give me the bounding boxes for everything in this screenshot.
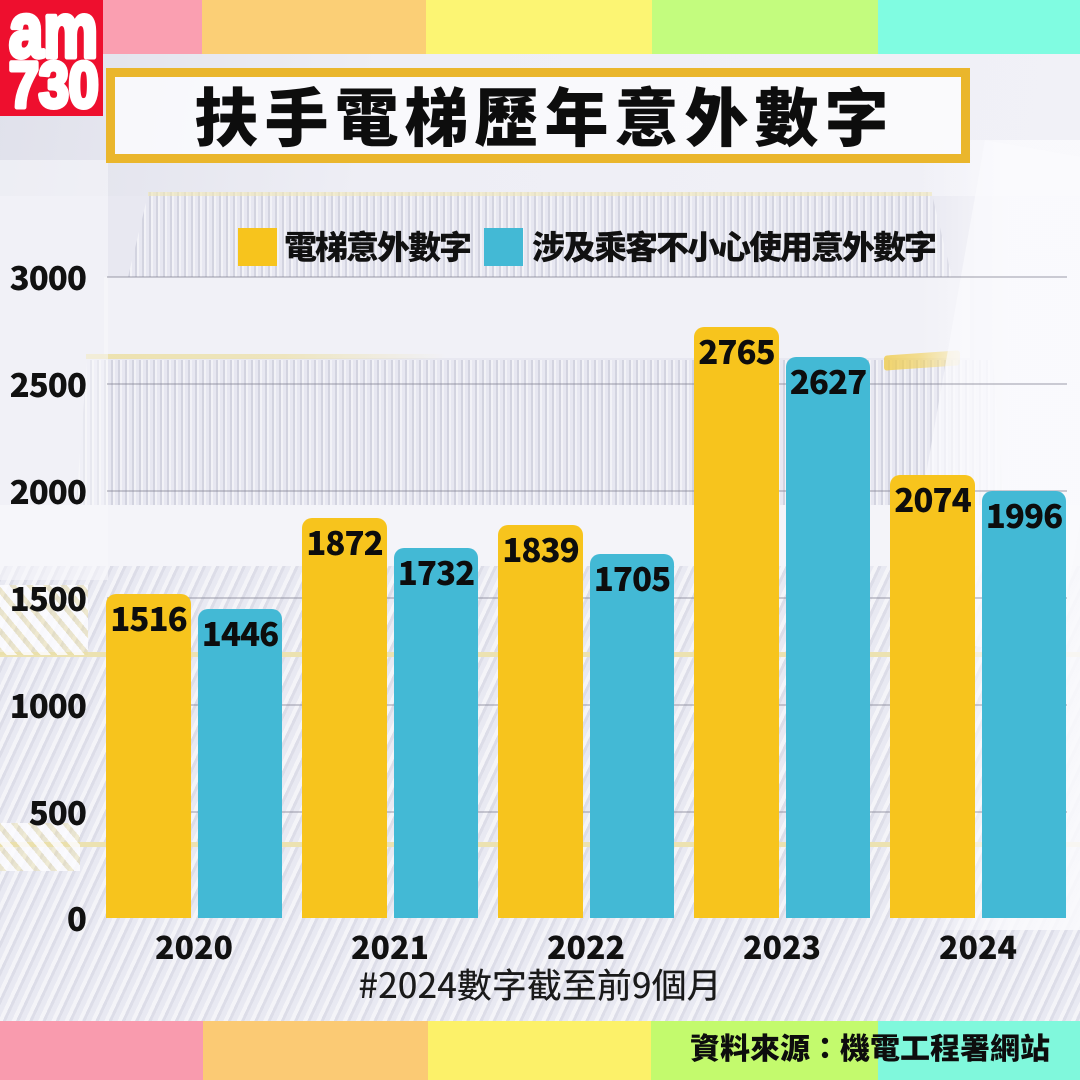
svg-text:730: 730 bbox=[9, 49, 99, 116]
svg-text:am: am bbox=[9, 0, 98, 74]
